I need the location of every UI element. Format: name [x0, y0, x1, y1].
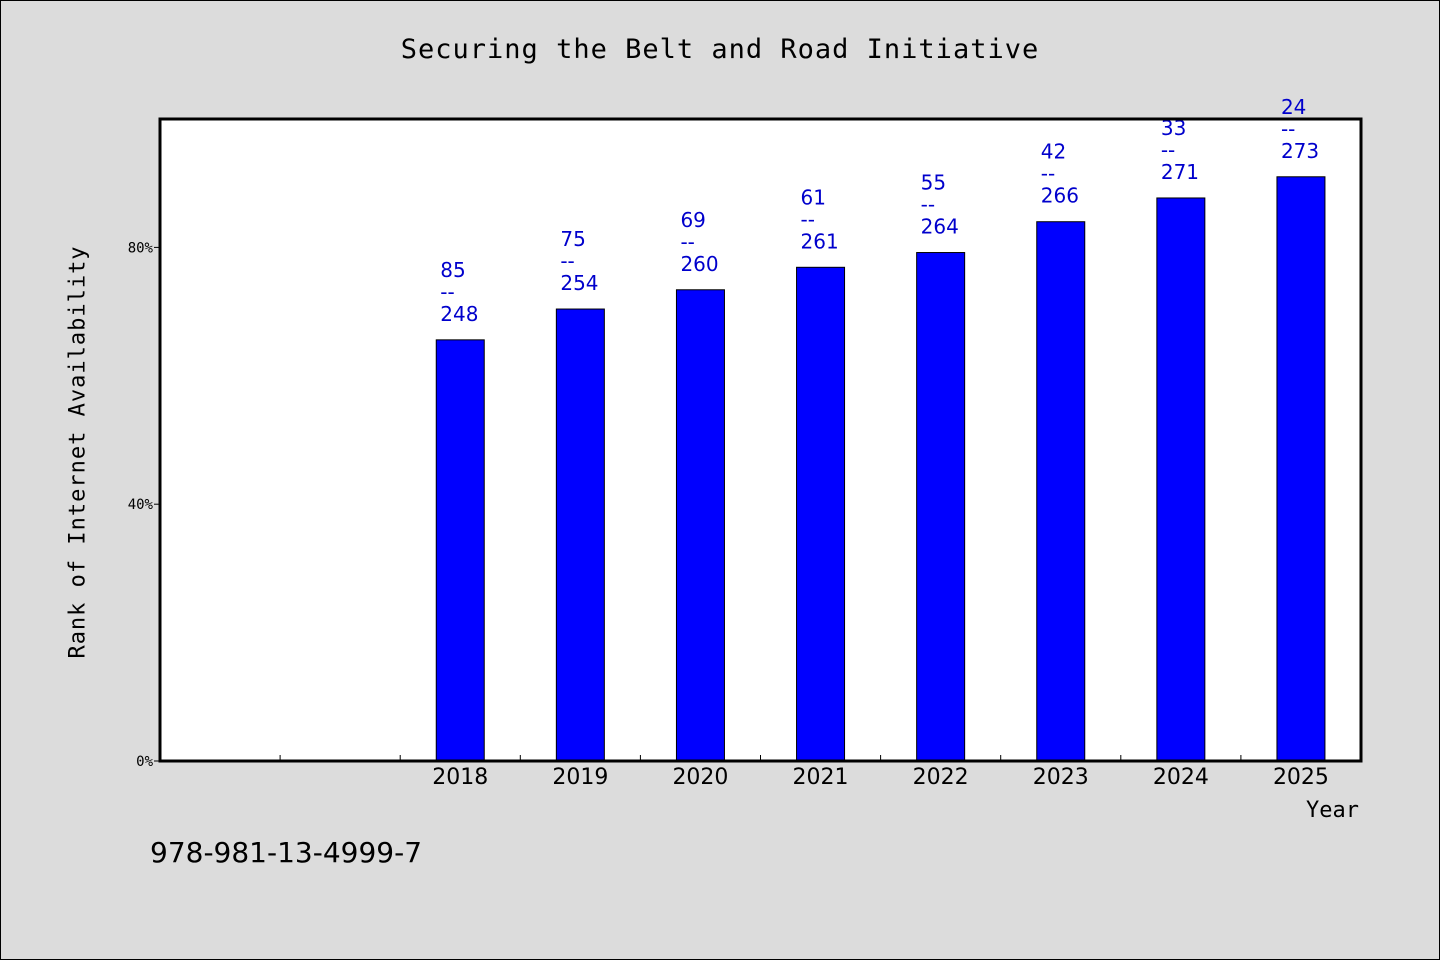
data-label-2024: --	[1161, 138, 1175, 162]
bar-2021	[796, 266, 846, 762]
plot-border	[158, 117, 1363, 763]
bar-2019	[555, 308, 605, 762]
x-tick-label: 2025	[1273, 765, 1329, 790]
bar-2018	[435, 339, 485, 762]
data-label-2025: --	[1281, 117, 1295, 141]
bar-2022	[916, 252, 966, 762]
x-axis-label: Year	[1306, 798, 1359, 823]
data-label-2023: --	[1041, 162, 1055, 186]
x-tick-label: 2018	[432, 765, 488, 790]
y-tick-label: 0%	[136, 754, 153, 770]
data-label-2025: 273	[1281, 139, 1319, 163]
data-label-2021: --	[801, 207, 815, 231]
data-label-2018: 85	[440, 258, 465, 282]
y-tick-label: 80%	[128, 240, 154, 256]
bar-2025	[1276, 176, 1326, 762]
data-label-2019: 254	[560, 271, 598, 295]
data-labels-group: 85--24875--25469--26061--26155--26442--2…	[440, 95, 1319, 326]
x-tick-label: 2023	[1033, 765, 1089, 790]
x-tick-label: 2020	[672, 765, 728, 790]
data-label-2020: 69	[680, 208, 705, 232]
data-label-2018: 248	[440, 302, 478, 326]
bar-2023	[1036, 221, 1086, 762]
x-tick-label: 2019	[552, 765, 608, 790]
data-label-2020: --	[680, 230, 694, 254]
bar-2024	[1156, 197, 1206, 762]
chart-title: Securing the Belt and Road Initiative	[400, 34, 1040, 65]
data-label-2023: 266	[1041, 184, 1079, 208]
data-label-2022: 264	[921, 215, 959, 239]
x-tick-label: 2024	[1153, 765, 1209, 790]
x-tick-label: 2021	[793, 765, 849, 790]
data-label-2019: 75	[560, 227, 585, 251]
data-label-2019: --	[560, 249, 574, 273]
bars-group	[435, 176, 1326, 762]
isbn-text: 978-981-13-4999-7	[150, 836, 423, 869]
data-label-2024: 271	[1161, 160, 1199, 184]
data-label-2023: 42	[1041, 140, 1066, 164]
y-ticks-group: 0% 40% 80%	[128, 240, 160, 770]
data-label-2021: 261	[801, 229, 839, 253]
data-label-2018: --	[440, 280, 454, 304]
data-label-2022: --	[921, 193, 935, 217]
y-tick-label: 40%	[128, 497, 154, 513]
bar-2020	[675, 289, 725, 762]
data-label-2020: 260	[680, 252, 718, 276]
data-label-2021: 61	[801, 185, 826, 209]
data-label-2025: 24	[1281, 95, 1306, 119]
x-ticks-group: 2018 2019 2020 2021 2022 2023 2024 2025	[279, 755, 1329, 790]
data-label-2022: 55	[921, 171, 946, 195]
x-tick-label: 2022	[913, 765, 969, 790]
